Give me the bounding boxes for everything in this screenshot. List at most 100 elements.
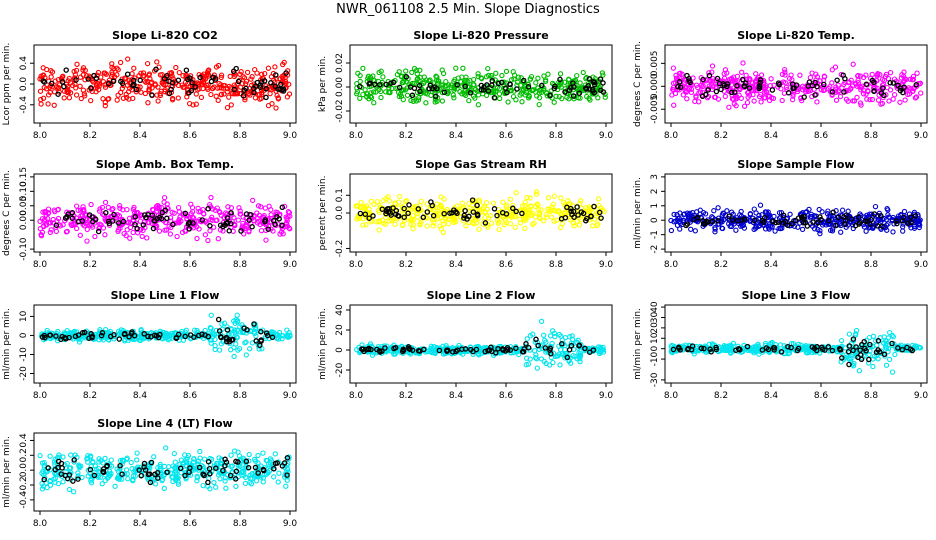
overlay-point [168, 86, 174, 93]
scatter-point [121, 230, 127, 237]
scatter-point [911, 225, 918, 231]
plot-frame [664, 44, 928, 124]
overlay-point [264, 332, 271, 339]
scatter-point [171, 210, 177, 216]
overlay-point [855, 354, 861, 361]
scatter-point [578, 198, 584, 204]
scatter-point [237, 77, 243, 83]
scatter-point [44, 484, 50, 491]
scatter-point [396, 69, 402, 75]
scatter-point [149, 79, 155, 85]
chart-panel: Slope Amb. Box Temp.degrees C per min.8.… [2, 158, 297, 270]
overlay-point [821, 81, 827, 88]
scatter-point [96, 83, 102, 89]
scatter-point [397, 91, 404, 97]
overlay-point [810, 219, 816, 225]
scatter-point [389, 85, 395, 92]
overlay-point [523, 341, 529, 347]
scatter-point [541, 332, 547, 338]
overlay-point [73, 77, 79, 83]
scatter-point [255, 92, 261, 98]
scatter-point [418, 219, 424, 225]
overlay-point [739, 217, 745, 223]
scatter-point [902, 97, 908, 103]
scatter-point [196, 81, 202, 87]
scatter-point [151, 454, 157, 460]
x-tick-label: 8.4 [449, 391, 464, 401]
chart-title: Slope Amb. Box Temp. [96, 158, 234, 171]
scatter-point [96, 208, 103, 214]
overlay-point [514, 86, 520, 92]
overlay-point [361, 348, 367, 355]
scatter-point [761, 89, 767, 95]
scatter-point [709, 63, 716, 69]
scatter-point [515, 79, 521, 85]
overlay-point [400, 346, 407, 353]
overlay-point [839, 355, 845, 361]
scatter-point [428, 348, 434, 355]
overlay-point [224, 327, 231, 333]
overlay-point [757, 77, 764, 83]
overlay-point [258, 328, 264, 335]
scatter-point [798, 95, 804, 101]
overlay-point [248, 212, 254, 218]
scatter-point [215, 236, 221, 242]
overlay-point [861, 338, 867, 345]
scatter-point [910, 76, 916, 83]
scatter-point [668, 227, 675, 234]
scatter-point [99, 481, 105, 487]
x-tick-label: 8.0 [33, 131, 48, 141]
overlay-point [504, 89, 510, 96]
scatter-point [218, 91, 225, 97]
scatter-point [208, 91, 214, 98]
scatter-point [72, 72, 79, 78]
scatter-point [496, 226, 502, 233]
x-tick-label: 8.8 [233, 391, 248, 401]
scatter-point [846, 356, 852, 362]
overlay-point [507, 81, 513, 87]
scatter-point [115, 227, 122, 233]
scatter-point [691, 351, 697, 357]
scatter-point [73, 203, 80, 209]
overlay-point [564, 354, 571, 361]
scatter-point [530, 331, 536, 337]
overlay-point [75, 218, 82, 225]
overlay-point [846, 361, 852, 368]
overlay-point [141, 331, 147, 337]
scatter-point [76, 464, 83, 471]
scatter-point [668, 217, 674, 224]
scatter-point [240, 220, 246, 227]
scatter-point [252, 66, 258, 73]
scatter-point [40, 468, 46, 474]
scatter-point [40, 72, 47, 78]
scatter-point [803, 87, 809, 93]
overlay-point [833, 222, 839, 229]
scatter-point [103, 217, 109, 224]
scatter-point [161, 194, 168, 201]
overlay-point [548, 351, 554, 357]
x-tick-label: 8.8 [549, 131, 564, 141]
overlay-point [901, 84, 907, 90]
scatter-point [429, 205, 436, 211]
scatter-point [357, 215, 363, 222]
overlay-point [162, 207, 169, 213]
overlay-point [379, 206, 386, 212]
scatter-point [175, 204, 182, 211]
scatter-point [258, 87, 265, 93]
data-points [38, 312, 293, 360]
scatter-point [600, 72, 606, 78]
x-tick-label: 8.8 [549, 260, 564, 270]
overlay-point [571, 214, 577, 220]
overlay-point [504, 347, 511, 353]
scatter-point [213, 93, 219, 99]
scatter-point [179, 82, 185, 88]
scatter-point [56, 452, 62, 458]
x-tick-label: 8.2 [714, 260, 728, 270]
scatter-point [193, 91, 199, 97]
scatter-point [815, 226, 821, 233]
scatter-point [182, 467, 188, 473]
overlay-point [676, 79, 683, 85]
overlay-point [215, 316, 222, 323]
scatter-point [236, 205, 242, 211]
scatter-point [134, 450, 140, 456]
